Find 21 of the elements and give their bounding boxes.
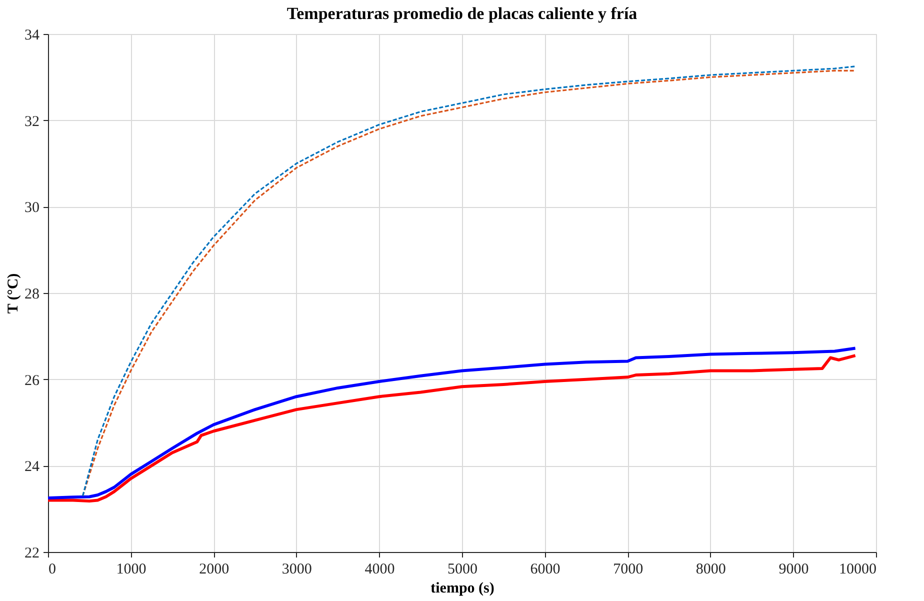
x-tick-label: 0: [48, 562, 56, 578]
x-tick-label: 5000: [448, 562, 478, 578]
x-tick-label: 4000: [364, 562, 395, 578]
x-tick-label: 9000: [778, 562, 809, 578]
x-tick-label: 6000: [530, 562, 560, 578]
y-tick-label: 34: [24, 28, 40, 44]
y-tick-label: 26: [24, 372, 40, 389]
y-tick-label: 32: [24, 114, 40, 130]
y-tick-label: 28: [24, 286, 40, 302]
y-tick-label: 22: [24, 546, 40, 562]
x-tick-label: 2000: [199, 562, 230, 578]
chart-title: Temperaturas promedio de placas caliente y fría: [286, 4, 638, 23]
y-tick-label: 24: [24, 459, 40, 476]
x-tick-label: 3000: [282, 562, 312, 578]
x-axis-title: tiempo (s): [430, 580, 494, 596]
y-tick-label: 30: [24, 200, 40, 216]
x-tick-label: 8000: [696, 562, 726, 578]
x-tick-label: 1000: [116, 562, 146, 578]
y-axis-title: T (°C): [6, 273, 22, 314]
x-tick-label: 7000: [613, 562, 644, 578]
x-tick-label: 10000: [839, 562, 876, 578]
